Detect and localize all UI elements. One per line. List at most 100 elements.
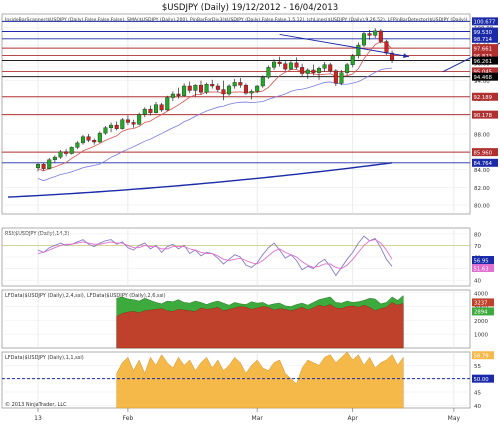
candle-body — [109, 124, 114, 128]
candle-body — [328, 64, 333, 72]
lf1-value-label: 3237 — [474, 301, 487, 307]
candle — [75, 141, 80, 150]
candle-body — [322, 64, 327, 69]
candle-body — [52, 156, 57, 160]
candle — [137, 112, 142, 126]
candle-body — [243, 84, 248, 94]
price-tag — [472, 110, 498, 119]
candle-body — [255, 85, 260, 92]
candle — [97, 131, 102, 143]
candle — [283, 61, 288, 71]
candle-body — [131, 122, 136, 125]
candle — [58, 150, 63, 159]
price-tag-label: 94.468 — [474, 75, 493, 81]
price-tag — [472, 51, 498, 60]
trend-arrow-line — [279, 33, 410, 58]
candle — [300, 63, 305, 77]
candle-body — [187, 85, 192, 91]
rsi-value-tag — [472, 256, 494, 264]
candle — [322, 62, 327, 72]
candle — [41, 162, 46, 171]
rsi-y-tick-label: 70 — [474, 244, 481, 250]
candle-body — [80, 136, 85, 144]
candle-body — [36, 164, 41, 168]
candle-body — [367, 33, 372, 36]
lf1-value-tag — [472, 307, 494, 316]
candle — [328, 62, 333, 73]
price-tag — [472, 72, 498, 81]
x-tick-label: Mar — [252, 415, 264, 422]
candle — [390, 50, 395, 63]
candle-body — [378, 30, 383, 42]
candle-body — [260, 76, 265, 87]
lf1-red-area — [116, 302, 404, 349]
candle — [47, 158, 52, 170]
x-tick-label: 13 — [34, 415, 42, 422]
candle-body — [339, 72, 344, 84]
candle — [193, 84, 198, 97]
candle — [125, 115, 130, 126]
candle-body — [47, 159, 52, 169]
lf2-y-tick-label: 55 — [474, 364, 481, 370]
candle — [36, 162, 41, 172]
price-tag — [472, 44, 498, 53]
candle-body — [232, 82, 237, 87]
trend-arrow-head — [403, 53, 409, 59]
candle — [165, 95, 170, 111]
candle-body — [103, 127, 108, 134]
price-tag-label: 97.661 — [474, 46, 493, 52]
candle — [317, 66, 322, 80]
candle — [64, 149, 69, 157]
x-tick-label: Apr — [348, 415, 359, 422]
candle-body — [283, 63, 288, 70]
candle — [266, 65, 271, 79]
candle-body — [41, 164, 46, 169]
price-y-tick-label: 88.00 — [474, 133, 490, 139]
candle — [86, 134, 91, 142]
price-y-tick-label: 84.00 — [474, 168, 490, 174]
candle — [148, 105, 153, 116]
price-tag-label: 85.960 — [474, 150, 493, 156]
x-tick-label: May — [448, 415, 461, 422]
lf1-value-label: 2894 — [474, 310, 488, 316]
candle — [350, 54, 355, 68]
candle — [114, 121, 119, 131]
candle — [103, 126, 108, 135]
price-indicator-label: InsideBarScanner($USDJPY (Daily),False,F… — [5, 17, 468, 23]
candle — [255, 85, 260, 94]
lf2-title: LFData($USDJPY (Daily),1,1,ssi) — [5, 355, 84, 361]
copyright-text: © 2013 NinjaTrader, LLC — [5, 401, 67, 408]
candle — [215, 83, 220, 93]
price-tag-label: 98.714 — [474, 37, 493, 43]
candle — [345, 62, 350, 76]
lf2-y-tick-label: 40 — [474, 404, 481, 410]
rsi-line — [37, 235, 393, 277]
candle — [154, 102, 159, 114]
price-panel-frame — [1, 13, 471, 215]
candle — [170, 91, 175, 102]
price-tag — [472, 34, 498, 43]
candle-body — [142, 108, 147, 115]
candle — [198, 80, 203, 95]
price-y-tick-label: 80.00 — [474, 204, 490, 210]
candle-body — [176, 93, 181, 96]
price-tag — [472, 92, 498, 101]
candle-body — [345, 64, 350, 73]
candle — [288, 60, 293, 70]
rsi-y-tick-label: 40 — [474, 279, 481, 285]
candle-body — [215, 85, 220, 90]
rsi-signal-line — [37, 239, 393, 270]
lf2-value-label: 58.79 — [474, 354, 489, 360]
candle-body — [69, 147, 74, 154]
candle — [52, 155, 57, 163]
candle — [311, 64, 316, 76]
candle-body — [249, 91, 254, 94]
candle — [249, 89, 254, 100]
rsi-value-tag — [472, 264, 494, 272]
price-y-tick-label: 94.00 — [474, 79, 490, 85]
candle-body — [300, 67, 305, 74]
price-tag — [472, 158, 498, 167]
candle — [339, 70, 344, 86]
candle-body — [238, 82, 243, 86]
